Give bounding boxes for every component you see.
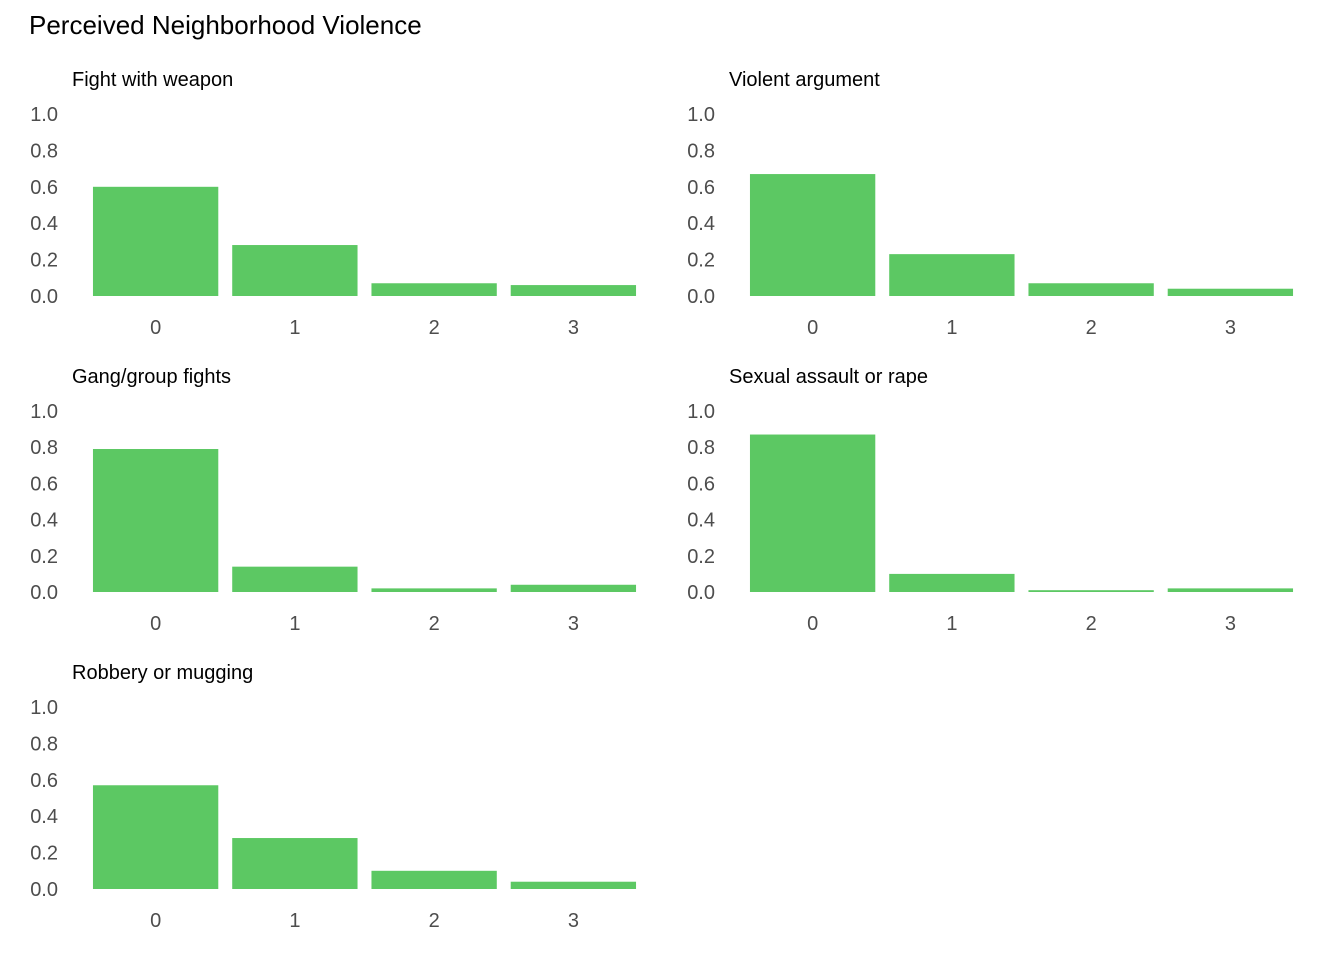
x-tick-label: 0 (807, 613, 818, 635)
y-tick-label: 0.2 (30, 843, 58, 865)
y-tick-label: 0.4 (30, 213, 58, 235)
bar (1028, 283, 1154, 296)
bar (232, 245, 358, 296)
x-tick-label: 0 (150, 317, 161, 339)
panel-title: Robbery or mugging (72, 662, 253, 684)
y-tick-label: 0.4 (687, 213, 715, 235)
y-tick-label: 0.8 (687, 437, 715, 459)
bar (889, 573, 1015, 592)
bar (510, 881, 637, 889)
facet-panel: Fight with weapon 0.0 0.2 0.4 0.6 0.8 1.0 0 1 2 3 (30, 69, 637, 339)
bar (510, 584, 637, 592)
bar (371, 588, 497, 592)
x-tick-label: 0 (150, 910, 161, 932)
x-tick-label: 1 (289, 317, 300, 339)
bar (232, 838, 358, 889)
panel-title: Sexual assault or rape (729, 366, 928, 388)
bar (889, 254, 1015, 296)
bar (1028, 590, 1154, 592)
panel-title: Violent argument (729, 69, 880, 91)
y-tick-label: 0.8 (30, 437, 58, 459)
x-tick-label: 2 (1086, 613, 1097, 635)
x-tick-label: 0 (150, 613, 161, 635)
panel-title: Fight with weapon (72, 69, 233, 91)
facet-panel: Violent argument 0.0 0.2 0.4 0.6 0.8 1.0 0 1 2 3 (687, 69, 1294, 339)
facet-panel: Robbery or mugging 0.0 0.2 0.4 0.6 0.8 1.0 0 1 2 3 (30, 662, 637, 932)
y-tick-label: 1.0 (30, 697, 58, 719)
x-tick-label: 1 (946, 317, 957, 339)
bar (92, 186, 219, 296)
y-tick-label: 0.2 (687, 250, 715, 272)
y-tick-label: 0.8 (687, 140, 715, 162)
x-tick-label: 1 (289, 613, 300, 635)
y-tick-label: 0.6 (687, 473, 715, 495)
y-tick-label: 0.8 (30, 733, 58, 755)
chart-title: Perceived Neighborhood Violence (29, 10, 422, 40)
x-tick-label: 2 (429, 613, 440, 635)
bar (749, 434, 876, 592)
y-tick-label: 0.6 (30, 770, 58, 792)
bar (92, 449, 219, 592)
x-tick-label: 3 (1225, 317, 1236, 339)
y-tick-label: 0.4 (687, 510, 715, 532)
bar (510, 285, 637, 296)
x-tick-label: 3 (568, 613, 579, 635)
y-tick-label: 0.2 (30, 546, 58, 568)
facet-panel: Gang/group fights 0.0 0.2 0.4 0.6 0.8 1.0 0 1 2 3 (30, 366, 637, 635)
x-tick-label: 2 (1086, 317, 1097, 339)
y-tick-label: 0.6 (30, 177, 58, 199)
y-tick-label: 0.8 (30, 140, 58, 162)
x-tick-label: 3 (1225, 613, 1236, 635)
y-tick-label: 1.0 (30, 104, 58, 126)
y-tick-label: 0.0 (687, 286, 715, 308)
x-tick-label: 2 (429, 317, 440, 339)
y-tick-label: 0.0 (30, 582, 58, 604)
bar (371, 283, 497, 296)
facet-panel: Sexual assault or rape 0.0 0.2 0.4 0.6 0.8 1.0… (687, 366, 1294, 635)
y-tick-label: 1.0 (687, 104, 715, 126)
y-tick-label: 0.0 (30, 879, 58, 901)
x-tick-label: 1 (946, 613, 957, 635)
panel-title: Gang/group fights (72, 366, 231, 388)
y-tick-label: 0.0 (30, 286, 58, 308)
bar (749, 174, 876, 296)
x-tick-label: 3 (568, 317, 579, 339)
bar (371, 870, 497, 889)
y-tick-label: 0.2 (687, 546, 715, 568)
bar (1167, 288, 1294, 296)
y-tick-label: 0.6 (687, 177, 715, 199)
y-tick-label: 0.2 (30, 250, 58, 272)
y-tick-label: 0.4 (30, 510, 58, 532)
bar (1167, 588, 1294, 592)
y-tick-label: 0.0 (687, 582, 715, 604)
y-tick-label: 0.4 (30, 806, 58, 828)
x-tick-label: 2 (429, 910, 440, 932)
y-tick-label: 1.0 (30, 401, 58, 423)
x-tick-label: 0 (807, 317, 818, 339)
bar (92, 785, 219, 889)
y-tick-label: 0.6 (30, 473, 58, 495)
y-tick-label: 1.0 (687, 401, 715, 423)
x-tick-label: 3 (568, 910, 579, 932)
bar (232, 566, 358, 592)
x-tick-label: 1 (289, 910, 300, 932)
